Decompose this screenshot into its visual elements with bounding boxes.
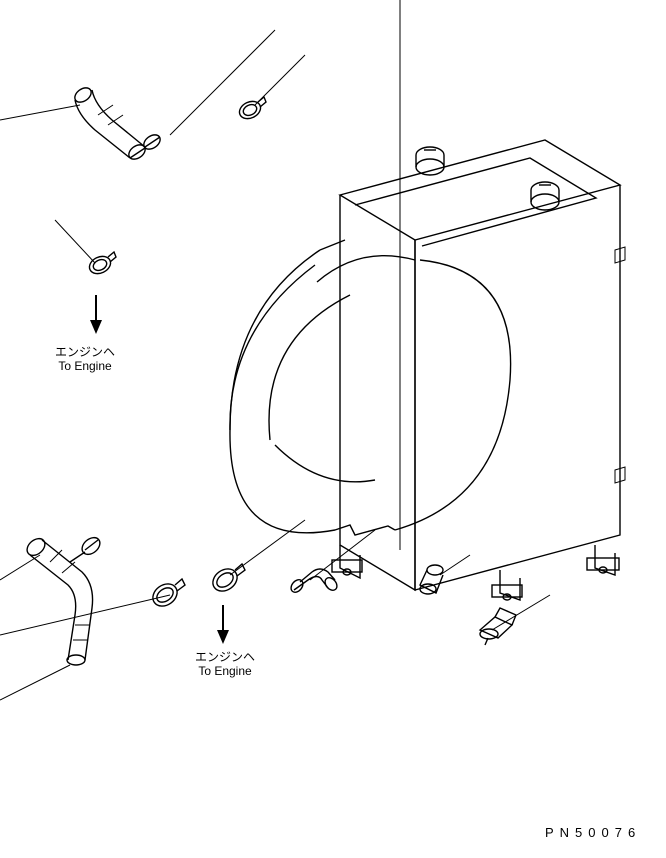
to-engine-label-1: エンジンヘ To Engine	[55, 345, 115, 374]
to-engine-jp-1: エンジンヘ	[55, 345, 115, 359]
upper-clamp-2	[87, 252, 116, 277]
arrow-line-1	[95, 295, 97, 320]
arrow-line-2	[222, 605, 224, 630]
diagram-container: エンジンヘ To Engine エンジンヘ To Engine PN50076	[0, 0, 666, 853]
fan-shroud	[230, 240, 511, 535]
arrow-head-1	[90, 320, 102, 334]
mounting-brackets	[332, 545, 619, 600]
elbow-fitting	[289, 569, 340, 595]
arrow-head-2	[217, 630, 229, 644]
part-number: PN50076	[545, 825, 641, 840]
upper-hose	[72, 85, 163, 162]
lower-clamp-1	[149, 579, 185, 611]
upper-clamp-1	[237, 97, 266, 122]
to-engine-label-2: エンジンヘ To Engine	[195, 650, 255, 679]
to-engine-en-2: To Engine	[195, 664, 255, 678]
lower-hose	[24, 534, 103, 665]
lower-radiator-outlet	[420, 565, 443, 594]
exploded-view-svg	[0, 0, 666, 853]
to-engine-en-1: To Engine	[55, 359, 115, 373]
lower-clamp-2	[209, 564, 245, 596]
radiator-body	[340, 140, 620, 590]
to-engine-jp-2: エンジンヘ	[195, 650, 255, 664]
